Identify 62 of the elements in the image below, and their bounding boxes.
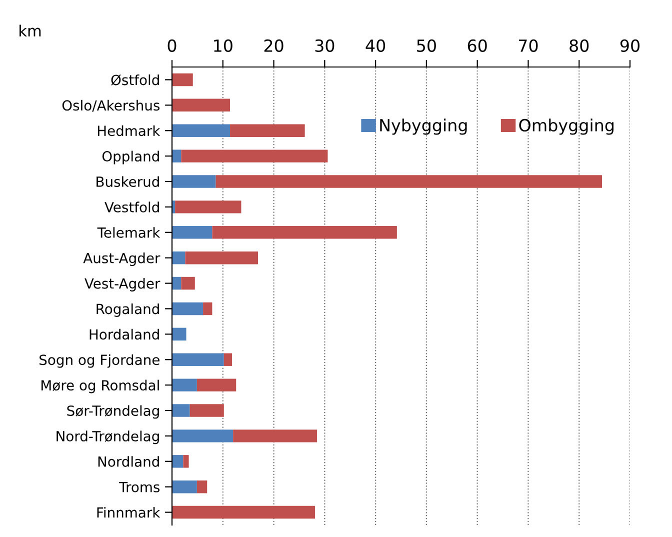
y-tick-label: Buskerud xyxy=(96,176,159,187)
bar xyxy=(196,480,208,494)
y-tick-label: Troms xyxy=(119,482,160,492)
bar xyxy=(172,302,204,316)
bar xyxy=(190,404,224,417)
bar xyxy=(172,328,186,341)
bar xyxy=(181,150,328,162)
bar xyxy=(233,430,318,442)
bar xyxy=(216,175,602,188)
y-tick-label: Sogn og Fjordane xyxy=(40,354,160,368)
y-tick-label: Oslo/Akershus xyxy=(62,100,160,112)
bar xyxy=(172,73,193,86)
x-tick-label: 60 xyxy=(468,39,487,52)
y-tick-label: Møre og Romsdal xyxy=(42,380,159,394)
y-tick-label: Oppland xyxy=(102,150,159,164)
bar xyxy=(172,455,184,468)
y-tick-label: Hedmark xyxy=(98,125,160,136)
x-tick-label: 10 xyxy=(214,39,232,52)
y-tick-label: Finnmark xyxy=(97,507,160,518)
y-tick-label: Vestfold xyxy=(104,202,159,212)
bar xyxy=(175,200,242,214)
bar xyxy=(172,480,197,494)
bar xyxy=(172,175,216,188)
y-tick-label: Sør-Trøndelag xyxy=(67,405,159,419)
y-tick-label: Østfold xyxy=(111,74,159,86)
x-tick-label: 40 xyxy=(366,39,386,52)
y-tick-label: Aust-Agder xyxy=(83,252,160,266)
bar xyxy=(203,302,212,316)
bar xyxy=(172,378,197,392)
bar xyxy=(172,506,315,519)
x-tick-label: 70 xyxy=(518,39,538,52)
bar xyxy=(212,226,397,239)
bar xyxy=(172,226,212,239)
bar xyxy=(172,124,230,137)
legend-label: Ombygging xyxy=(519,118,614,135)
y-axis-title: km xyxy=(20,24,41,36)
bar xyxy=(183,455,189,468)
bar xyxy=(172,150,182,162)
x-tick-label: 30 xyxy=(315,39,334,52)
x-tick-label: 80 xyxy=(570,39,589,52)
x-tick-label: 0 xyxy=(168,39,176,52)
x-tick-label: 50 xyxy=(417,39,436,52)
bar xyxy=(172,276,182,290)
y-tick-label: Rogaland xyxy=(96,303,159,317)
bar xyxy=(172,353,224,366)
y-tick-label: Telemark xyxy=(97,227,160,238)
y-tick-label: Vest-Agder xyxy=(84,278,160,292)
x-tick-label: 90 xyxy=(620,39,640,52)
bar xyxy=(172,98,230,112)
x-tick-label: 20 xyxy=(264,39,284,52)
y-tick-label: Nord-Trøndelag xyxy=(56,430,159,444)
bar xyxy=(196,378,236,392)
bar xyxy=(172,404,190,417)
bar xyxy=(185,251,258,264)
legend-label: Nybygging xyxy=(380,118,467,135)
bar xyxy=(230,124,305,137)
y-tick-label: Hordaland xyxy=(90,328,159,340)
bar xyxy=(224,353,232,366)
bar xyxy=(181,276,195,290)
bar xyxy=(172,430,234,442)
bar xyxy=(172,251,186,264)
y-tick-label: Nordland xyxy=(98,456,159,467)
